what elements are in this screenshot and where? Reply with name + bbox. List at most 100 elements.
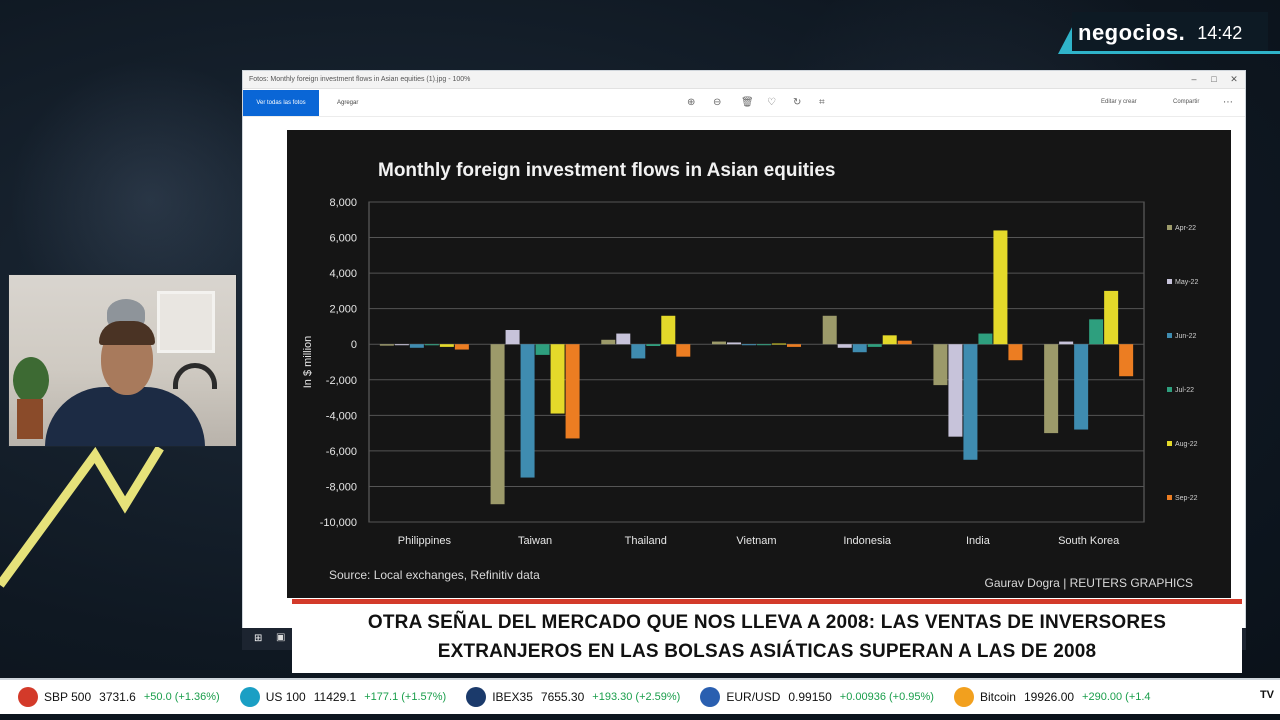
photo-viewer-window: Fotos: Monthly foreign investment flows … (242, 70, 1246, 628)
legend-swatch (1167, 225, 1172, 230)
legend-label: Aug-22 (1175, 441, 1198, 448)
ticker-change: +0.00936 (+0.95%) (839, 691, 934, 703)
y-tick-label: -4,000 (326, 410, 357, 422)
bar (1119, 344, 1134, 377)
bar (550, 344, 565, 414)
plot-frame (368, 201, 1145, 523)
bar (787, 344, 801, 347)
ticker-badge-icon (239, 687, 260, 707)
bar (978, 333, 993, 345)
ticker-badge-icon (18, 687, 38, 707)
x-tick-label: Vietnam (736, 535, 776, 547)
add-button[interactable]: Agregar (337, 99, 359, 106)
rotate-icon[interactable]: ↻ (793, 97, 802, 108)
channel-name: negocios. (1078, 20, 1186, 45)
y-tick-label: 6,000 (329, 233, 357, 245)
bar (837, 344, 852, 348)
windows-start-icon[interactable]: ⊞ (254, 633, 263, 644)
edit-create-button[interactable]: Editar y crear (1101, 99, 1137, 105)
chart-source: Source: Local exchanges, Refinitiv data (329, 568, 540, 582)
x-tick-label: India (966, 535, 991, 547)
legend-label: Jun-22 (1175, 333, 1197, 340)
bar (993, 230, 1008, 345)
window-titlebar: Fotos: Monthly foreign investment flows … (243, 71, 1245, 89)
ticker-badge-icon (953, 687, 974, 707)
bar (454, 344, 469, 350)
bar (1008, 344, 1023, 361)
bar (742, 344, 756, 346)
bar (963, 344, 978, 460)
x-tick-label: Indonesia (843, 535, 892, 547)
delete-icon[interactable]: 🗑 (741, 97, 754, 108)
bar (394, 344, 409, 346)
ticker-value: 3731.6 (99, 690, 136, 704)
x-tick-label: Thailand (625, 535, 667, 547)
ticker-change: +290.00 (+1.4 (1082, 691, 1151, 703)
zoom-in-icon[interactable]: ⊕ (687, 97, 696, 108)
task-view-icon[interactable]: ▣ (276, 632, 286, 643)
see-all-photos-button[interactable]: Ver todas las fotos (243, 89, 319, 116)
y-tick-label: 0 (351, 339, 357, 351)
ticker-name: SBP 500 (44, 690, 92, 704)
y-tick-label: -6,000 (326, 446, 357, 458)
ticker-name: IBEX35 (492, 690, 533, 704)
ticker-item: SBP 500 3731.6 +50.0 (+1.36%) (18, 687, 220, 707)
maximize-icon[interactable]: □ (1211, 74, 1217, 84)
ticker-item: IBEX35 7655.30 +193.30 (+2.59%) (466, 687, 680, 707)
legend-label: Apr-22 (1175, 225, 1196, 232)
bar (948, 344, 963, 437)
viewer-toolbar: Ver todas las fotos Agregar ⊕ ⊖ 🗑 ♡ ↻ ⌗ … (243, 89, 1245, 117)
ticker-value: 19926.00 (1023, 690, 1075, 704)
more-options-icon[interactable]: ⋯ (1223, 97, 1233, 108)
headline-lower-third: OTRA SEÑAL DEL MERCADO QUE NOS LLEVA A 2… (292, 599, 1242, 673)
bar (933, 344, 948, 386)
bar (439, 344, 454, 347)
bar (520, 344, 535, 478)
close-icon[interactable]: ✕ (1230, 74, 1238, 84)
bar (712, 341, 726, 345)
bar (822, 315, 837, 345)
bar (616, 333, 631, 345)
bar (1044, 344, 1059, 434)
minimize-icon[interactable]: – (1191, 74, 1197, 84)
bar (852, 344, 867, 353)
legend-swatch (1167, 333, 1172, 338)
bar (882, 335, 897, 345)
ticker-name: US 100 (265, 690, 306, 704)
market-ticker: SBP 500 3731.6 +50.0 (+1.36%) US 100 11429.1… (0, 678, 1280, 714)
image-viewer: Monthly foreign investment flows in Asia… (243, 118, 1245, 628)
y-axis-label: In $ million (302, 336, 314, 389)
legend-swatch (1167, 441, 1172, 446)
zoom-out-icon[interactable]: ⊖ (713, 97, 722, 108)
x-tick-label: Taiwan (518, 535, 552, 547)
legend-label: Sep-22 (1175, 495, 1198, 502)
headline-line-1: OTRA SEÑAL DEL MERCADO QUE NOS LLEVA A 2… (367, 612, 1167, 633)
favorite-icon[interactable]: ♡ (767, 97, 776, 108)
ticker-change: +50.0 (+1.36%) (143, 691, 220, 703)
bar-chart: Monthly foreign investment flows in Asia… (287, 130, 1231, 598)
chart-plot: 8,000 6,000 4,000 2,000 0 -2,000 -4,000 -6,000 -… (302, 197, 1198, 547)
y-tick-label: 2,000 (329, 304, 357, 316)
headline-line-2: EXTRANJEROS EN LAS BOLSAS ASIÁTICAS SUPE… (437, 641, 1097, 662)
crop-icon[interactable]: ⌗ (819, 97, 825, 108)
bar (1089, 319, 1104, 345)
bar (661, 315, 676, 345)
bar (676, 344, 691, 357)
x-tick-label: South Korea (1058, 535, 1120, 547)
legend-label: Jul-22 (1175, 387, 1194, 394)
bar (490, 344, 505, 505)
legend-swatch (1167, 495, 1172, 500)
ticker-change: +193.30 (+2.59%) (592, 691, 681, 703)
legend-swatch (1167, 279, 1172, 284)
ticker-item: EUR/USD 0.99150 +0.00936 (+0.95%) (700, 687, 934, 707)
ticker-name: EUR/USD (726, 690, 781, 704)
bar (424, 344, 439, 346)
ticker-value: 11429.1 (313, 690, 357, 704)
bar (646, 344, 661, 346)
share-button[interactable]: Compartir (1173, 99, 1200, 105)
bar (601, 339, 616, 345)
bar (1104, 290, 1119, 345)
ticker-value: 0.99150 (788, 690, 832, 704)
bar (631, 344, 646, 359)
